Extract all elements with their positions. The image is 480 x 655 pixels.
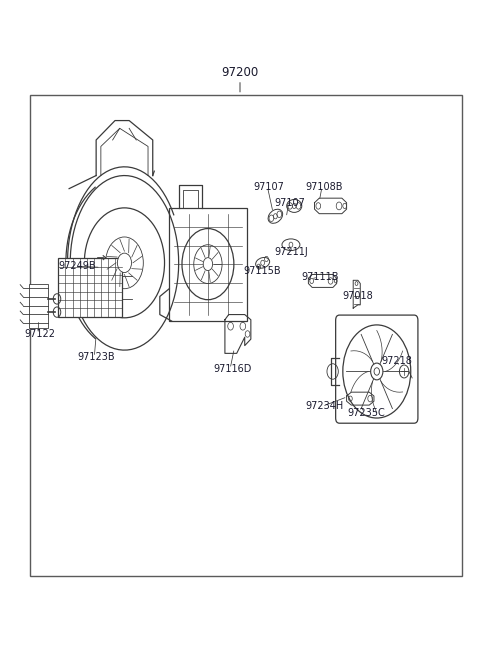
Text: 97123B: 97123B [77, 352, 115, 362]
Bar [169, 208, 247, 321]
Text: 97218: 97218 [382, 356, 412, 366]
Text: 97116D: 97116D [213, 364, 252, 374]
Bar [59, 258, 122, 316]
Bar [29, 284, 48, 328]
Text: 97235C: 97235C [348, 408, 385, 418]
Text: 97234H: 97234H [305, 402, 343, 411]
Text: 97122: 97122 [24, 329, 55, 339]
Text: 97200: 97200 [221, 66, 259, 79]
Text: 97107: 97107 [275, 198, 305, 208]
Text: 97018: 97018 [343, 291, 373, 301]
Circle shape [203, 257, 213, 271]
Text: 97111B: 97111B [301, 272, 339, 282]
FancyBboxPatch shape [336, 315, 418, 423]
Circle shape [118, 253, 132, 272]
Text: 97107: 97107 [253, 181, 284, 191]
Text: 97249B: 97249B [59, 261, 96, 271]
Text: 97211J: 97211J [275, 247, 308, 257]
Circle shape [371, 363, 383, 380]
Text: 97108B: 97108B [305, 181, 343, 191]
Text: 97115B: 97115B [244, 265, 281, 276]
Bar [30, 95, 462, 576]
